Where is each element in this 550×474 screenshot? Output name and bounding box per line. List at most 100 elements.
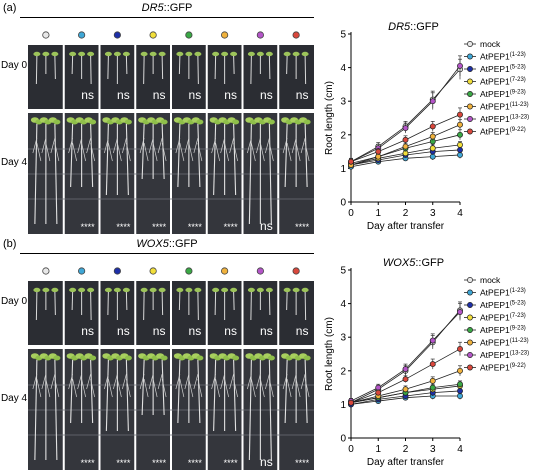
title-underline [20,253,314,254]
seedling-cotyledon [69,51,77,57]
significance-label: **** [152,458,167,468]
seedling-root [214,291,217,316]
lateral-root [72,142,77,162]
seedling-cotyledon [149,287,157,293]
seedling-root [286,291,288,311]
significance-label: **** [152,222,167,232]
significance-label: **** [224,222,239,232]
seedling-root [197,359,201,424]
lateral-root [68,373,73,390]
x-tick-label: 3 [430,444,436,455]
legend-label: AtPEP1(13-23) [480,114,529,124]
lateral-root [265,373,270,390]
y-axis-title: Root length (cm) [324,81,335,155]
seedling-cotyledon [212,287,220,293]
treatment-dot [149,31,157,39]
data-point [375,148,382,155]
lateral-root [184,373,190,390]
seedling-root [284,123,288,188]
lateral-root [304,378,310,398]
seedling-root [161,291,164,316]
y-axis-title: Root length (cm) [324,317,335,391]
seedling-root [268,55,271,80]
y-tick-label: 3 [340,333,346,344]
seedling-cotyledon [301,287,309,293]
legend-label: mock [480,39,501,49]
lateral-root [233,378,238,398]
seedling-leaf [89,355,97,361]
legend-marker [467,116,473,122]
seedling-cotyledon [230,287,238,293]
y-tick-label: 2 [340,130,346,141]
data-point [402,125,409,132]
seedling-root [125,291,128,311]
lateral-root [256,373,261,390]
significance-label: ns [81,324,94,338]
data-point [457,131,463,138]
seedling-root [177,123,181,188]
treatment-dot [78,31,86,39]
seedling-root [125,55,128,75]
data-point [429,377,436,384]
seedling-root [34,359,38,461]
seedling-cotyledon [221,51,229,57]
seedling-cotyledon [140,51,148,57]
lateral-root [157,137,163,154]
seedling-cotyledon [122,287,130,293]
lateral-root [81,142,86,162]
significance-label: ns [260,88,273,102]
reporter-suffix: ::GFP [168,238,198,250]
seedling-leaf [160,119,168,125]
seedling-cotyledon [185,287,193,293]
seedling-cotyledon [283,287,291,293]
legend-marker [467,339,473,346]
x-tick-label: 2 [403,208,409,219]
lateral-root [36,142,42,162]
lateral-root [77,137,82,154]
seedling-root [161,359,165,416]
lateral-root [265,137,270,154]
seedling-cotyledon [265,287,273,293]
x-tick-label: 3 [430,208,436,219]
data-point [375,389,382,396]
seedling-root [304,359,308,424]
treatment-dot [221,267,229,275]
y-tick-label: 0 [340,198,346,209]
legend-label: AtPEP1(1-23) [480,52,526,62]
legend-label: AtPEP1(9-22) [480,127,526,137]
significance-label: **** [116,458,131,468]
significance-label: ns [260,219,273,233]
legend-marker [467,314,473,321]
lateral-root [224,378,229,398]
lateral-root [251,378,256,398]
lateral-root [197,378,203,398]
data-point [429,98,436,105]
treatment-dot [292,31,300,39]
lateral-root [233,142,238,162]
lateral-root [247,373,252,390]
legend-marker [467,128,473,135]
lateral-root [229,137,234,154]
lateral-root [108,378,113,398]
seedling-root [214,55,217,80]
seedling-root [34,123,38,225]
seedling-root [125,359,129,432]
seedling-root [70,123,74,188]
lateral-root [126,378,131,398]
significance-label: ns [296,88,309,102]
data-point [429,123,436,130]
lateral-root [139,373,145,390]
seedling-root [54,55,56,80]
lateral-root [247,137,252,154]
title-underline [20,17,314,18]
seedling-leaf [232,119,240,125]
lateral-root [161,142,167,162]
reporter-name: DR5 [141,2,164,14]
seedling-root [197,55,199,85]
seedling-leaf [124,119,132,125]
reporter-name: WOX5 [136,238,169,250]
chart-title: WOX5::GFP [383,257,444,269]
day0-label: Day 0 [0,296,28,307]
significance-label: ns [296,324,309,338]
lateral-root [68,137,73,154]
